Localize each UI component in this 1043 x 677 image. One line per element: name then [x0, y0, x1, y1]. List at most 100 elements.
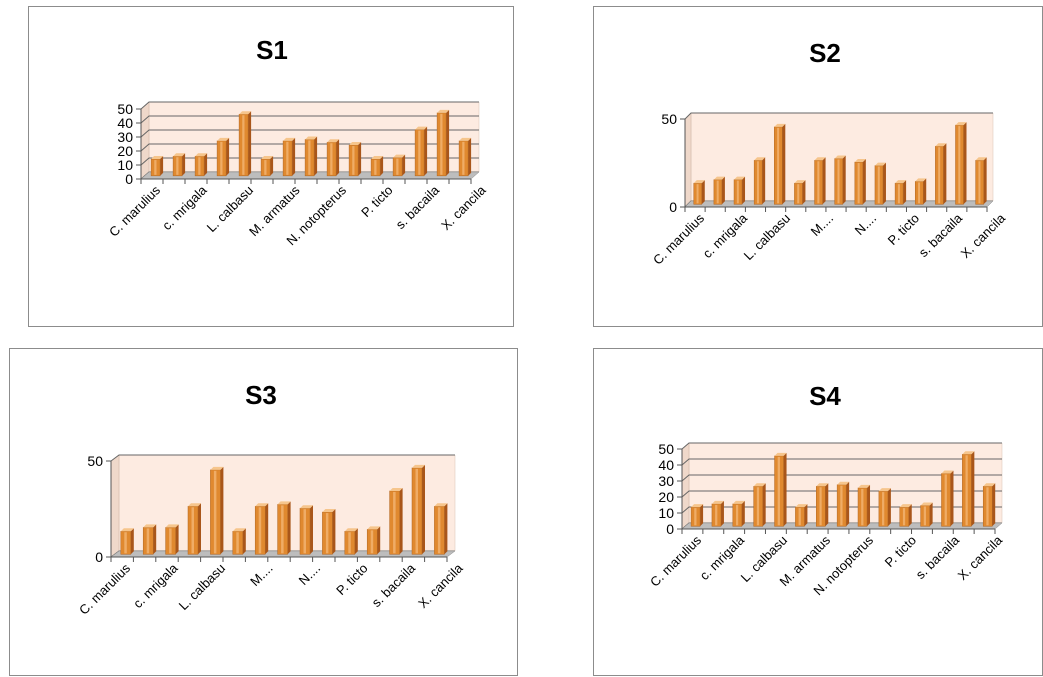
- bar-top: [895, 180, 907, 184]
- y-tick-label: 50: [661, 111, 677, 127]
- bar: [753, 157, 766, 205]
- bar: [370, 156, 384, 177]
- bar-side: [444, 503, 448, 555]
- bar-top: [195, 153, 208, 157]
- bar-side: [292, 137, 296, 176]
- bar-top: [899, 504, 912, 508]
- bar-top: [816, 483, 829, 487]
- bar-top: [858, 484, 871, 488]
- bar-top: [393, 154, 406, 158]
- bar: [794, 180, 806, 205]
- y-tick-label: 50: [658, 441, 674, 457]
- bar-highlight: [735, 504, 739, 526]
- bar-top: [975, 157, 987, 161]
- bar-top: [188, 503, 201, 507]
- bar: [795, 504, 808, 527]
- gridline: [681, 506, 1002, 514]
- x-category-label: N....: [296, 561, 323, 588]
- bar-highlight: [213, 470, 217, 554]
- x-category-label: c. mrigala: [159, 182, 210, 233]
- gridline: [684, 112, 993, 120]
- bar-side: [762, 483, 766, 527]
- gridline: [681, 458, 1002, 466]
- bar-top: [854, 159, 866, 163]
- gridline: [110, 454, 455, 462]
- bar: [210, 466, 224, 555]
- x-category-label: c. mrigala: [130, 560, 181, 611]
- bar: [120, 528, 134, 555]
- bar: [389, 487, 403, 555]
- bar: [982, 483, 996, 527]
- bar-highlight: [736, 180, 739, 204]
- bar-side: [336, 139, 340, 176]
- bar-side: [862, 159, 866, 205]
- bar: [693, 180, 705, 205]
- bar-highlight: [462, 141, 465, 175]
- bar: [392, 154, 406, 177]
- bar-highlight: [330, 143, 333, 175]
- bar-highlight: [308, 140, 311, 175]
- chart-panel-s4: S4 0 10 20 30 40 50 C. marulius c. mrigala L. cal…: [593, 348, 1043, 676]
- bar-highlight: [191, 507, 194, 554]
- gridline: [140, 101, 479, 110]
- bar: [955, 122, 967, 205]
- bar: [711, 500, 724, 527]
- gridline: [140, 143, 479, 152]
- bar-highlight: [352, 146, 355, 175]
- x-category-label: s. bacaila: [916, 210, 966, 260]
- bar-highlight: [837, 159, 840, 204]
- bar-highlight: [777, 456, 780, 526]
- bar-highlight: [938, 147, 941, 204]
- bar-highlight: [437, 507, 441, 554]
- bar-side: [950, 470, 954, 527]
- bar-side: [783, 452, 787, 527]
- bar-top: [143, 524, 157, 528]
- bar-side: [198, 503, 201, 555]
- x-category-label: M....: [808, 211, 836, 239]
- bar: [299, 505, 313, 555]
- bar-side: [846, 481, 850, 527]
- bar-highlight: [978, 161, 981, 204]
- bar-side: [992, 483, 996, 527]
- bar-top: [874, 162, 886, 166]
- bar-side: [265, 503, 269, 555]
- bar-top: [151, 156, 164, 160]
- bar-side: [700, 504, 704, 527]
- bar-side: [741, 500, 745, 527]
- bar: [434, 503, 448, 555]
- bar: [216, 137, 230, 177]
- bar-top: [277, 501, 291, 505]
- bar-highlight: [958, 126, 961, 204]
- bar-highlight: [902, 508, 906, 526]
- bar-top: [754, 157, 766, 161]
- bar-side: [468, 137, 472, 176]
- bar-side: [248, 111, 252, 176]
- bar: [732, 500, 745, 527]
- bar-side: [742, 176, 746, 205]
- gridline: [140, 115, 479, 124]
- bar-top: [415, 126, 428, 130]
- bar: [774, 123, 786, 205]
- bar-highlight: [716, 180, 719, 204]
- x-category-label: X. cancila: [955, 532, 1006, 583]
- bar-highlight: [264, 160, 267, 175]
- gridline: [140, 157, 479, 166]
- x-category-label: s. bacaila: [913, 532, 963, 582]
- bar: [326, 139, 340, 177]
- x-category-label: X. cancila: [415, 560, 466, 611]
- chart-panel-s2: S2 0 50 C. marulius c. mrigala L. calbasu M...…: [593, 6, 1043, 327]
- bar-highlight: [944, 474, 947, 526]
- bar: [232, 528, 246, 555]
- chart-title: S1: [256, 35, 288, 65]
- bar-top: [774, 123, 786, 127]
- bar-side: [424, 126, 428, 176]
- bar-top: [814, 157, 826, 161]
- y-tick-label: 50: [87, 453, 103, 469]
- bar-top: [753, 483, 766, 487]
- bar: [142, 524, 157, 555]
- bar-highlight: [918, 182, 921, 204]
- bar-side: [943, 143, 947, 205]
- bar-side: [804, 504, 808, 527]
- bar-side: [270, 156, 274, 176]
- bar-top: [210, 466, 224, 470]
